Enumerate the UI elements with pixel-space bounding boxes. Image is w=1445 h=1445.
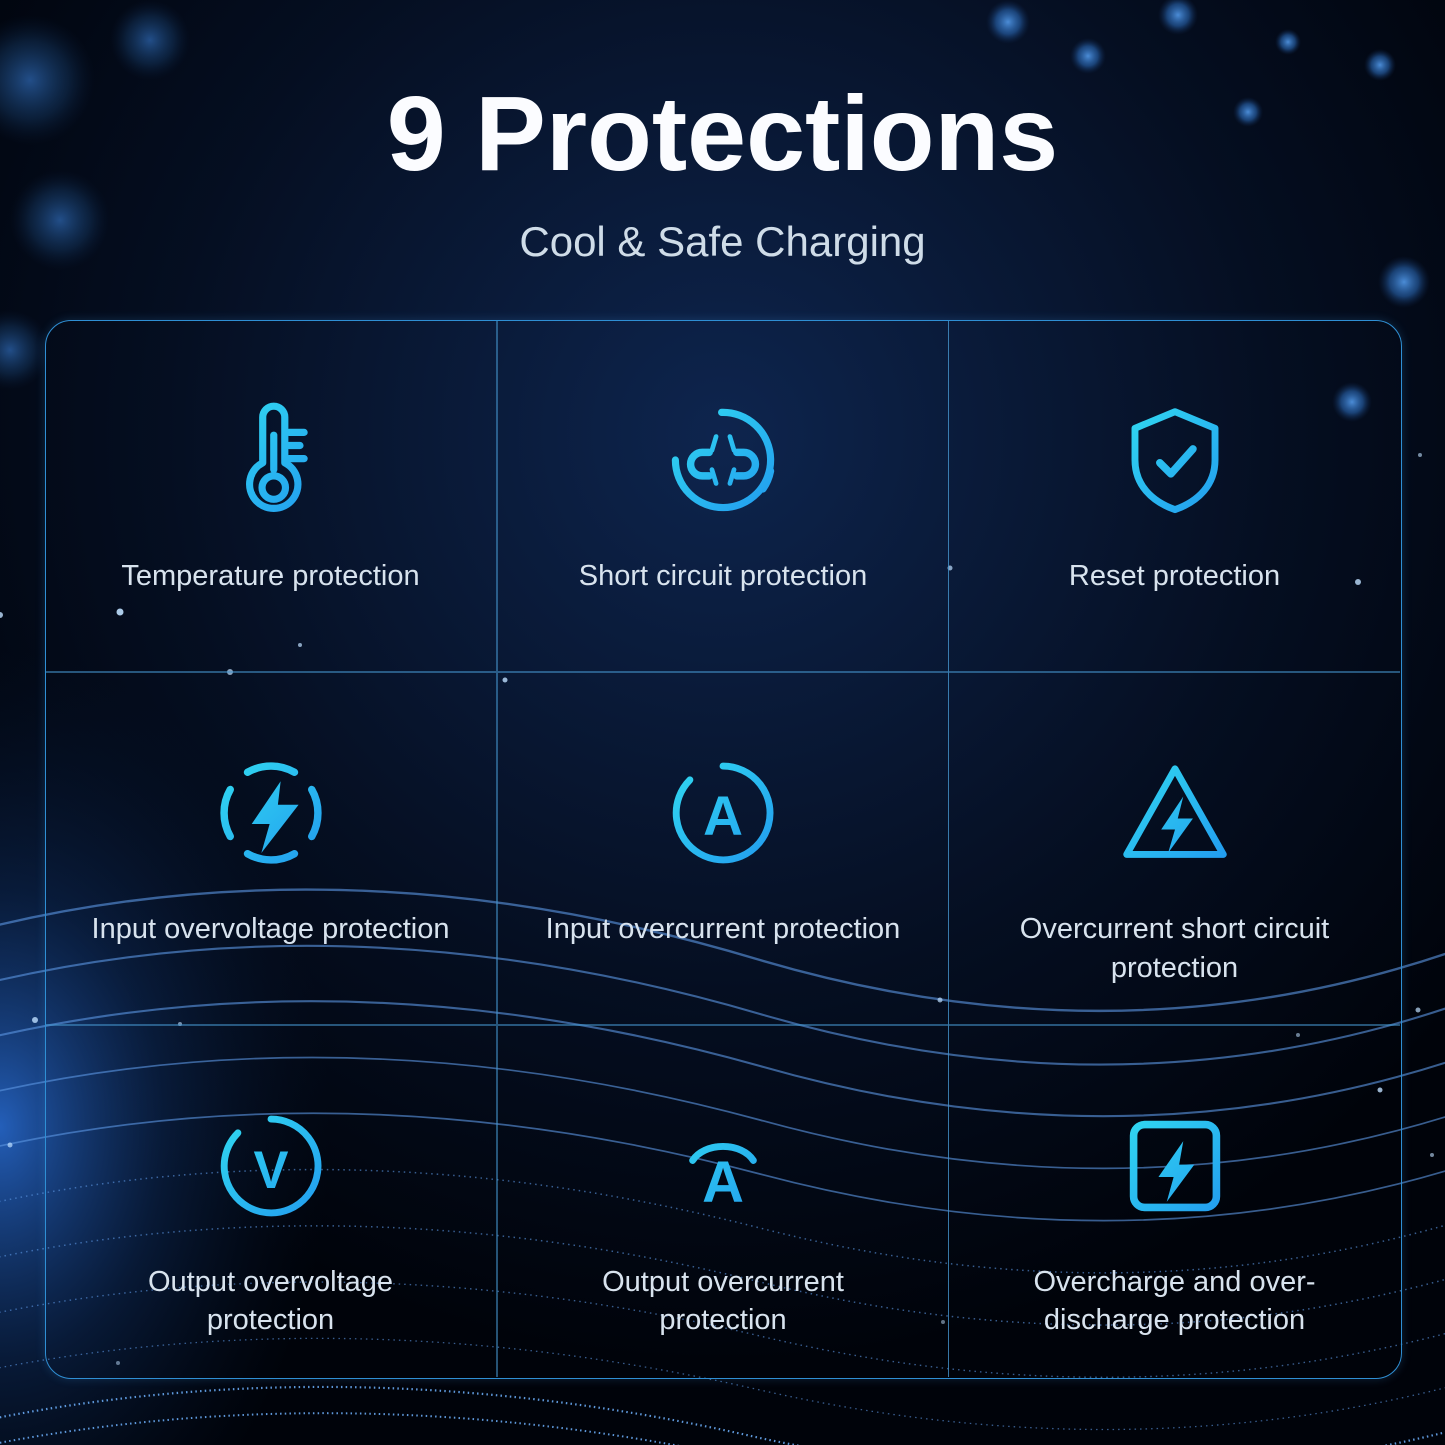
svg-text:V: V — [253, 1142, 288, 1200]
svg-text:A: A — [702, 1151, 744, 1215]
svg-text:A: A — [703, 785, 743, 847]
